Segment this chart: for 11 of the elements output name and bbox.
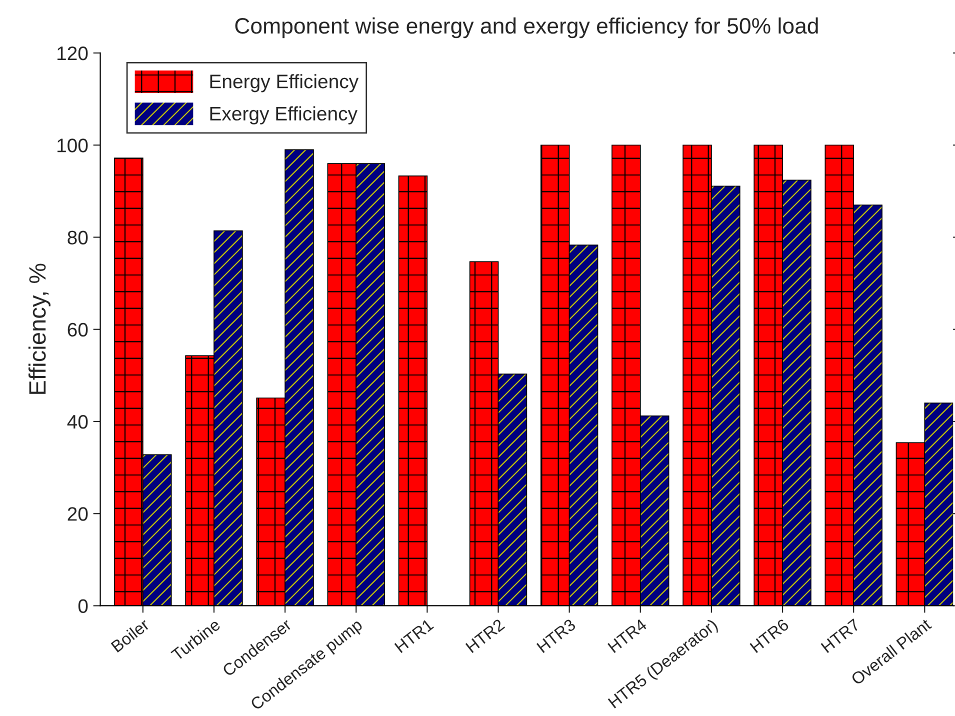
y-tick-label: 40 — [67, 414, 88, 429]
chart-title: Component wise energy and exergy efficiency for 50% load — [235, 17, 818, 38]
y-tick-label: 0 — [78, 599, 88, 613]
y-tick-label: 120 — [58, 46, 88, 60]
y-tick-label: 60 — [68, 322, 88, 337]
y-tick-label: 80 — [68, 230, 88, 244]
y-tick-label: 20 — [68, 507, 88, 521]
legend-label: Exergy Efficiency — [210, 106, 358, 124]
legend-label: Energy Efficiency — [210, 74, 359, 92]
y-tick-label: 100 — [58, 138, 88, 152]
y-axis-title: Efficiency, % — [28, 264, 50, 394]
